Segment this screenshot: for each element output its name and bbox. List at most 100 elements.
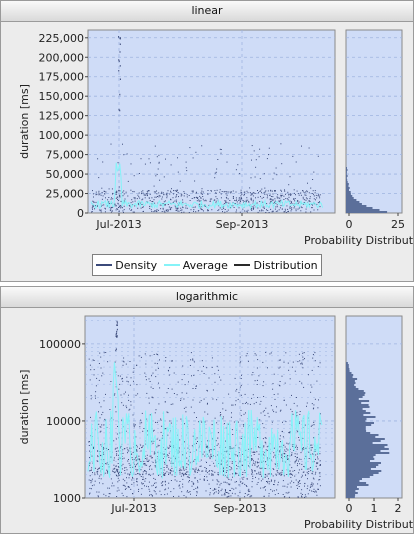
density-point bbox=[117, 203, 119, 205]
density-point bbox=[132, 201, 134, 203]
density-point bbox=[194, 471, 196, 473]
density-point bbox=[310, 449, 312, 451]
density-point bbox=[161, 198, 163, 200]
density-point bbox=[257, 207, 259, 209]
density-point bbox=[146, 190, 148, 192]
density-point bbox=[224, 211, 226, 213]
density-point bbox=[232, 198, 234, 199]
density-point bbox=[295, 445, 297, 447]
density-point bbox=[144, 163, 146, 165]
density-point bbox=[179, 447, 180, 449]
density-point bbox=[138, 455, 140, 457]
density-point bbox=[113, 457, 115, 459]
density-point bbox=[177, 452, 179, 454]
density-point bbox=[170, 209, 172, 211]
distribution-bar bbox=[346, 450, 381, 452]
density-point bbox=[252, 460, 254, 462]
density-point bbox=[135, 460, 137, 462]
density-point bbox=[134, 198, 136, 200]
density-point bbox=[150, 494, 152, 495]
density-point bbox=[278, 384, 280, 386]
density-point bbox=[274, 481, 276, 483]
density-point bbox=[218, 432, 219, 434]
density-point bbox=[202, 196, 204, 197]
density-point bbox=[123, 209, 125, 211]
density-point bbox=[298, 472, 300, 474]
density-point bbox=[314, 352, 316, 354]
density-point bbox=[122, 484, 124, 486]
density-point bbox=[276, 196, 278, 198]
density-point bbox=[266, 209, 267, 211]
density-point bbox=[123, 393, 125, 395]
density-point bbox=[169, 446, 171, 447]
panel-title-linear: linear bbox=[1, 1, 413, 22]
density-point bbox=[306, 405, 307, 407]
density-point bbox=[148, 481, 150, 483]
density-point bbox=[184, 384, 186, 386]
density-point bbox=[272, 178, 274, 180]
distribution-bar bbox=[346, 466, 376, 468]
density-point bbox=[295, 208, 297, 210]
density-point bbox=[138, 355, 140, 357]
density-point bbox=[310, 484, 312, 486]
density-point bbox=[97, 158, 99, 160]
density-point bbox=[92, 205, 94, 207]
density-point bbox=[305, 455, 307, 457]
density-point bbox=[142, 483, 144, 485]
density-point bbox=[115, 335, 117, 337]
density-point bbox=[241, 197, 242, 199]
density-point bbox=[137, 203, 139, 205]
density-point bbox=[152, 201, 154, 203]
density-point bbox=[277, 194, 279, 196]
density-point bbox=[306, 190, 308, 192]
density-point bbox=[183, 475, 185, 477]
density-point bbox=[117, 466, 119, 468]
density-point bbox=[253, 403, 255, 405]
density-point bbox=[246, 190, 248, 192]
distribution-bar bbox=[346, 392, 366, 394]
density-point bbox=[246, 197, 248, 199]
density-point bbox=[146, 430, 148, 432]
density-point bbox=[181, 209, 183, 211]
density-point bbox=[154, 196, 156, 198]
density-point bbox=[146, 459, 148, 461]
density-point bbox=[226, 464, 228, 466]
density-point bbox=[133, 211, 135, 213]
density-point bbox=[319, 422, 321, 424]
density-point bbox=[293, 482, 295, 484]
density-point bbox=[257, 465, 259, 467]
density-point bbox=[228, 191, 230, 193]
density-point bbox=[271, 201, 273, 203]
density-point bbox=[203, 479, 205, 481]
density-point bbox=[129, 384, 131, 386]
density-point bbox=[100, 474, 102, 476]
density-point bbox=[132, 371, 134, 373]
density-point bbox=[314, 450, 316, 452]
density-point bbox=[110, 208, 112, 210]
density-point bbox=[270, 189, 272, 191]
density-point bbox=[269, 202, 271, 204]
density-point bbox=[89, 470, 91, 472]
density-point bbox=[117, 450, 119, 452]
density-point bbox=[192, 191, 194, 193]
density-point bbox=[112, 192, 114, 194]
density-point bbox=[153, 211, 155, 213]
density-point bbox=[211, 438, 213, 440]
density-point bbox=[149, 355, 151, 357]
density-point bbox=[178, 196, 179, 198]
density-point bbox=[237, 398, 239, 400]
density-point bbox=[141, 199, 143, 201]
density-point bbox=[140, 461, 142, 463]
density-point bbox=[201, 193, 203, 195]
density-point bbox=[293, 192, 295, 194]
density-point bbox=[113, 468, 115, 470]
density-point bbox=[310, 187, 312, 189]
density-point bbox=[136, 198, 138, 200]
density-point bbox=[279, 438, 281, 440]
density-point bbox=[92, 193, 94, 195]
density-point bbox=[141, 204, 143, 205]
density-point bbox=[256, 367, 258, 369]
density-point bbox=[306, 488, 308, 490]
density-point bbox=[97, 456, 99, 458]
density-point bbox=[275, 206, 277, 208]
